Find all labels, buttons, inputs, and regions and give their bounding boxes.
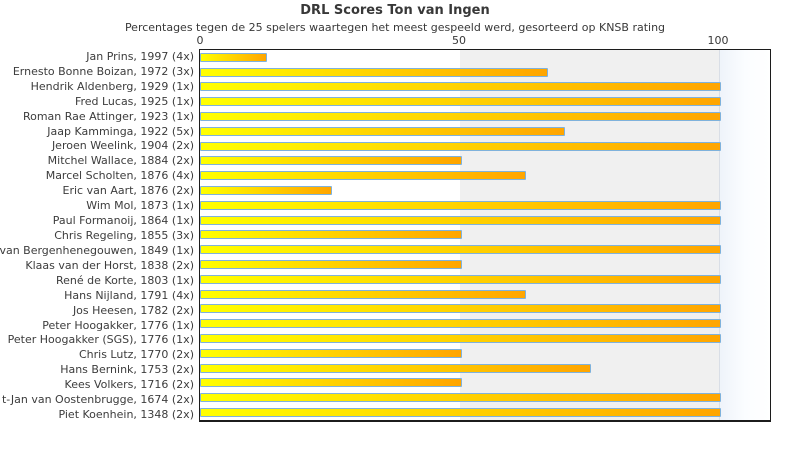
bar-row (200, 139, 770, 154)
player-label: Ernesto Bonne Boizan, 1972 (3x) (12, 64, 194, 78)
player-label: Hendrik Aldenberg, 1929 (1x) (30, 79, 194, 93)
bar (200, 215, 721, 225)
bar-row (200, 376, 770, 391)
player-label: Peter Hoogakker (SGS), 1776 (1x) (7, 333, 194, 347)
x-axis-tick-0: 0 (196, 34, 204, 47)
bar (200, 112, 721, 122)
bar (200, 363, 592, 373)
bar-row (200, 198, 770, 213)
player-label: Paul Formanoij, 1864 (1x) (52, 214, 194, 228)
player-label: Hans Nijland, 1791 (4x) (64, 288, 194, 302)
player-label: René de Korte, 1803 (1x) (56, 273, 194, 287)
chart-title: DRL Scores Ton van Ingen (300, 3, 490, 18)
bar (200, 245, 721, 255)
player-label: Mitchel Wallace, 1884 (2x) (47, 154, 194, 168)
player-label: Piet Koenhein, 1348 (2x) (58, 408, 194, 422)
x-axis-tick-100: 100 (707, 34, 729, 47)
bar (200, 67, 549, 77)
bar (200, 97, 721, 107)
bar-row (200, 257, 770, 272)
player-label: Fred Lucas, 1925 (1x) (74, 94, 194, 108)
bar-row (200, 183, 770, 198)
bar (200, 156, 462, 166)
bar-row (200, 154, 770, 169)
bar-row (200, 316, 770, 331)
bar (200, 230, 462, 240)
x-axis: 0 50 100 (0, 34, 790, 47)
player-label: t-Jan van Oostenbrugge, 1674 (2x) (1, 393, 194, 407)
chart-body: Jan Prins, 1997 (4x) Ernesto Bonne Boizan… (0, 49, 771, 422)
bar (200, 304, 721, 314)
bar (200, 260, 462, 270)
player-label: Chris Lutz, 1770 (2x) (78, 348, 194, 362)
bar-row (200, 405, 770, 420)
bar-row (200, 109, 770, 124)
bar-row (200, 168, 770, 183)
bar-row (200, 213, 770, 228)
bar-row (200, 242, 770, 257)
bar (200, 393, 721, 403)
y-axis-labels: Jan Prins, 1997 (4x) Ernesto Bonne Boizan… (0, 49, 199, 422)
chart-subtitle: Percentages tegen de 25 spelers waartege… (124, 21, 666, 34)
bar (200, 274, 721, 284)
bar-row (200, 390, 770, 405)
bar-row (200, 228, 770, 243)
bar (200, 348, 462, 358)
bar (200, 289, 527, 299)
bar-row (200, 94, 770, 109)
bar-row (200, 302, 770, 317)
bar (200, 126, 566, 136)
bar (200, 186, 332, 196)
player-label: Klaas van der Horst, 1838 (2x) (25, 258, 194, 272)
bar (200, 319, 721, 329)
bar-row (200, 287, 770, 302)
player-label: Hans Bernink, 1753 (2x) (60, 363, 194, 377)
bar-row (200, 124, 770, 139)
bar-row (200, 272, 770, 287)
player-label: Peter Hoogakker, 1776 (1x) (42, 318, 194, 332)
bar (200, 334, 721, 344)
bar (200, 378, 462, 388)
plot-area (199, 49, 771, 422)
bar (200, 408, 721, 418)
bar (200, 52, 267, 62)
bar-row (200, 361, 770, 376)
bar (200, 200, 721, 210)
bar (200, 171, 527, 181)
bar-row (200, 346, 770, 361)
player-label: Chris Regeling, 1855 (3x) (54, 229, 194, 243)
player-label: Marcel Scholten, 1876 (4x) (45, 169, 194, 183)
bar-row (200, 65, 770, 80)
player-label: Kees Volkers, 1716 (2x) (64, 378, 194, 392)
player-label: Roman Rae Attinger, 1923 (1x) (22, 109, 194, 123)
bar (200, 141, 721, 151)
x-axis-tick-50: 50 (452, 34, 466, 47)
bar-row (200, 50, 770, 65)
bar-row (200, 80, 770, 95)
player-label: Eric van Aart, 1876 (2x) (62, 184, 194, 198)
player-label: Jan Prins, 1997 (4x) (86, 49, 194, 63)
bar (200, 82, 721, 92)
player-label: Jaap Kamminga, 1922 (5x) (47, 124, 194, 138)
player-label: Jos Heesen, 1782 (2x) (72, 303, 194, 317)
player-label: Wim Mol, 1873 (1x) (86, 199, 194, 213)
bar-row (200, 331, 770, 346)
player-label: van Bergenhenegouwen, 1849 (1x) (0, 243, 194, 257)
player-label: Jeroen Weelink, 1904 (2x) (51, 139, 194, 153)
